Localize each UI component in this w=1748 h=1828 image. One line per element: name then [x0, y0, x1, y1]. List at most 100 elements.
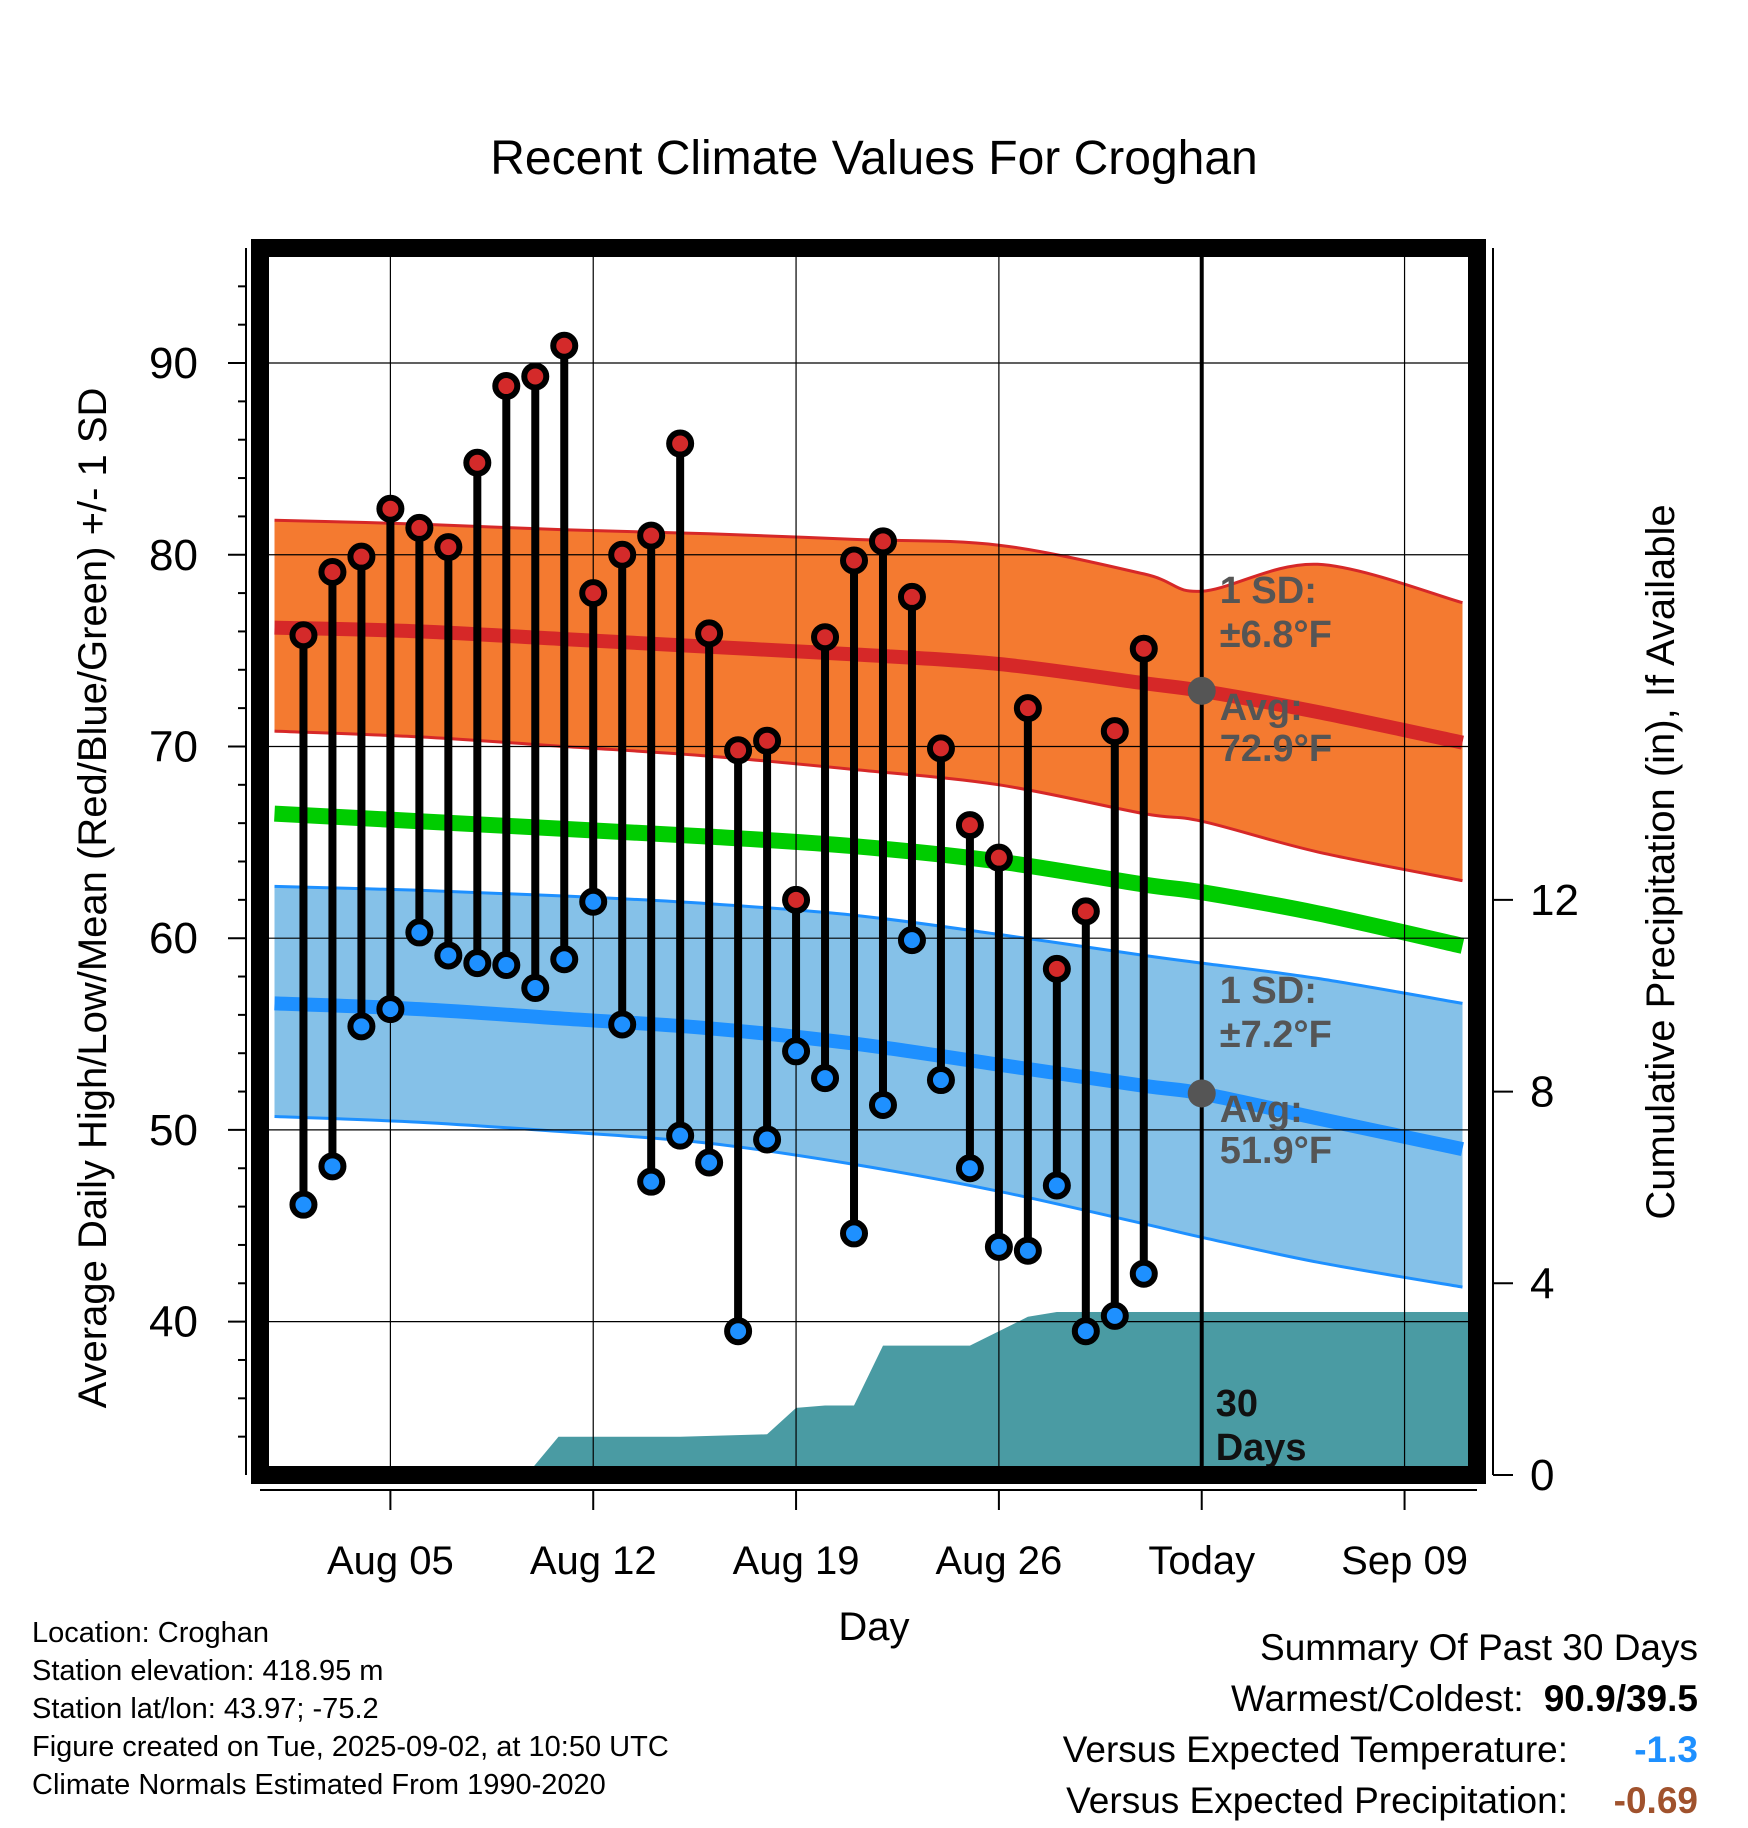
obs-low-point — [1013, 1236, 1042, 1265]
x-tick-label: Aug 19 — [733, 1539, 860, 1583]
precip-value: -0.69 — [1613, 1780, 1698, 1821]
y-tick-label: 80 — [149, 531, 198, 580]
high-avg-value: 72.9°F — [1220, 728, 1332, 770]
obs-low-point — [926, 1066, 955, 1095]
high-sd-band — [274, 520, 1463, 881]
y-tick-label: 90 — [149, 339, 198, 388]
obs-low-point — [753, 1125, 782, 1154]
axes: 40 50 60 70 80 90 0 4 8 12 Aug 05 Aug 12 Aug 19 Aug 2… — [149, 239, 1579, 1583]
obs-high-point — [695, 619, 724, 648]
x-axis-label: Day — [838, 1605, 909, 1649]
low-sd-band — [274, 886, 1463, 1288]
obs-high-point — [521, 362, 550, 391]
y-tick-label: 60 — [149, 914, 198, 963]
plot-frame — [251, 239, 1486, 1484]
y2-tick-label: 12 — [1530, 876, 1579, 925]
obs-high-point — [782, 885, 811, 914]
obs-high-point — [666, 429, 695, 458]
obs-high-point — [637, 521, 666, 550]
obs-low-point — [724, 1317, 753, 1346]
obs-low-point — [550, 945, 579, 974]
obs-low-point — [637, 1167, 666, 1196]
low-avg-label: Avg: — [1220, 1089, 1303, 1131]
high-sd-band-upper-edge — [274, 518, 1463, 605]
obs-low-point — [984, 1232, 1013, 1261]
high-sd-value: ±6.8°F — [1220, 614, 1332, 656]
obs-high-point — [1013, 694, 1042, 723]
obs-high-point — [811, 623, 840, 652]
y-axis-label: Average Daily High/Low/Mean (Red/Blue/Gr… — [71, 388, 115, 1409]
y-tick-label: 70 — [149, 722, 198, 771]
obs-high-point — [840, 546, 869, 575]
obs-low-point — [811, 1064, 840, 1093]
summary-temp-row: Versus Expected Temperature: -1.3 — [1063, 1724, 1698, 1775]
obs-low-point — [434, 941, 463, 970]
high-avg-marker — [1187, 676, 1216, 705]
obs-high-point — [376, 494, 405, 523]
x-tick-label: Aug 12 — [530, 1539, 657, 1583]
obs-high-point — [955, 811, 984, 840]
obs-low-point — [347, 1012, 376, 1041]
low-avg-value: 51.9°F — [1220, 1130, 1332, 1172]
obs-high-point — [579, 579, 608, 608]
created-text: Figure created on Tue, 2025-09-02, at 10… — [32, 1731, 669, 1763]
obs-high-point — [1100, 717, 1129, 746]
y-tick-label: 40 — [149, 1298, 198, 1347]
summary-warm-cold-row: Warmest/Coldest: 90.9/39.5 — [1063, 1673, 1698, 1724]
y-tick-label: 50 — [149, 1106, 198, 1155]
obs-high-point — [753, 726, 782, 755]
x-tick-label: Aug 05 — [327, 1539, 454, 1583]
obs-high-point — [926, 734, 955, 763]
station-info: Location: Croghan Station elevation: 418… — [32, 1614, 669, 1804]
low-sd-value: ±7.2°F — [1220, 1014, 1332, 1056]
obs-low-point — [1100, 1301, 1129, 1330]
obs-low-point — [1071, 1317, 1100, 1346]
low-sd-band-lower-edge — [274, 1115, 1463, 1289]
obs-low-point — [405, 918, 434, 947]
warm-cold-value: 90.9/39.5 — [1543, 1678, 1698, 1719]
obs-low-point — [608, 1010, 637, 1039]
obs-high-point — [1129, 634, 1158, 663]
chart-title: Recent Climate Values For Croghan — [490, 132, 1257, 185]
y2-tick-label: 0 — [1530, 1451, 1554, 1500]
days-count-number: 30 — [1216, 1383, 1258, 1425]
summary-title: Summary Of Past 30 Days — [1260, 1627, 1698, 1668]
x-tick-label: Sep 09 — [1341, 1539, 1468, 1583]
obs-high-point — [724, 736, 753, 765]
obs-high-point — [550, 331, 579, 360]
obs-high-point — [984, 843, 1013, 872]
high-sd-label: 1 SD: — [1220, 570, 1317, 612]
x-tick-label: Today — [1148, 1539, 1255, 1583]
obs-high-point — [405, 513, 434, 542]
obs-low-point — [840, 1219, 869, 1248]
y2-tick-label: 8 — [1530, 1068, 1554, 1117]
obs-high-point — [318, 558, 347, 587]
obs-low-point — [463, 949, 492, 978]
obs-low-point — [897, 926, 926, 955]
x-tick-label: Aug 26 — [936, 1539, 1063, 1583]
obs-low-point — [318, 1152, 347, 1181]
low-avg-marker — [1187, 1079, 1216, 1108]
obs-low-point — [695, 1148, 724, 1177]
low-sd-label: 1 SD: — [1220, 970, 1317, 1012]
obs-high-point — [1042, 954, 1071, 983]
obs-low-point — [955, 1154, 984, 1183]
summary-precip-row: Versus Expected Precipitation: -0.69 — [1063, 1775, 1698, 1826]
summary-panel: Summary Of Past 30 Days Warmest/Coldest:… — [1063, 1622, 1698, 1826]
obs-low-point — [579, 887, 608, 916]
temp-label: Versus Expected Temperature: — [1062, 1729, 1568, 1770]
high-avg-label: Avg: — [1220, 687, 1303, 729]
obs-low-point — [376, 995, 405, 1024]
obs-high-point — [897, 582, 926, 611]
obs-high-point — [608, 540, 637, 569]
obs-low-point — [666, 1121, 695, 1150]
obs-low-point — [868, 1090, 897, 1119]
elevation-text: Station elevation: 418.95 m — [32, 1655, 384, 1687]
obs-high-point — [434, 533, 463, 562]
normals-text: Climate Normals Estimated From 1990-2020 — [32, 1769, 606, 1801]
obs-high-point — [289, 621, 318, 650]
obs-low-point — [289, 1190, 318, 1219]
